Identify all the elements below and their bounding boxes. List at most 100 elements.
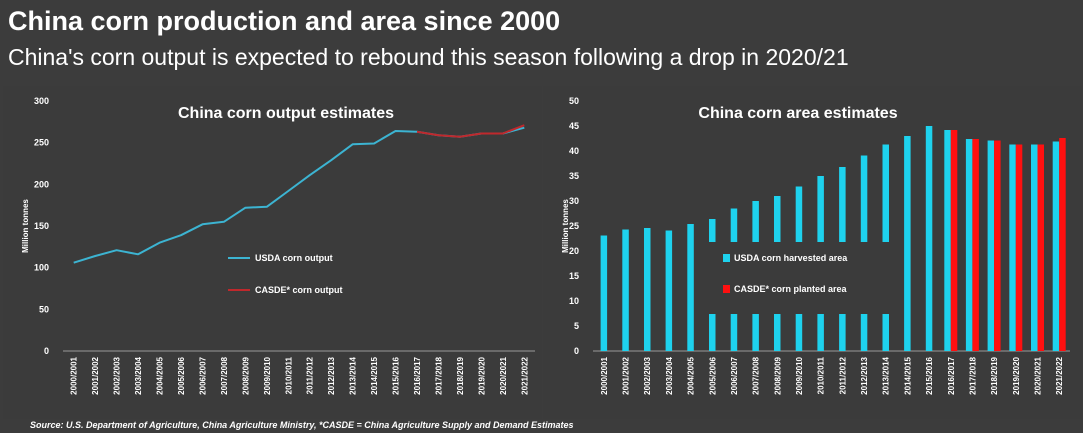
bar-casde	[1015, 144, 1023, 351]
legend-label: USDA corn harvested area	[734, 253, 848, 263]
x-tick-label: 2012/2013	[327, 356, 336, 394]
y-axis-label: Million tonnes	[561, 199, 570, 253]
bar-usda	[904, 136, 911, 351]
y-tick-label: 5	[574, 321, 579, 331]
bar-usda	[944, 130, 951, 351]
x-tick-label: 2017/2018	[968, 356, 977, 394]
x-tick-label: 2003/2004	[665, 356, 674, 394]
series-line-casde	[416, 124, 525, 138]
y-tick-label: 20	[569, 246, 579, 256]
x-tick-label: 2004/2005	[687, 356, 696, 394]
bar-casde	[972, 139, 979, 351]
x-tick-label: 2016/2017	[413, 356, 422, 394]
source-note: Source: U.S. Department of Agriculture, …	[30, 420, 574, 430]
y-tick-label: 100	[34, 263, 49, 273]
area-bar-chart: China corn area estimates Million tonnes 0…	[561, 96, 1070, 395]
x-tick-label: 2014/2015	[370, 356, 379, 394]
x-tick-label: 2015/2016	[925, 356, 934, 394]
x-tick-label: 2016/2017	[947, 356, 956, 394]
x-tick-label: 2011/2012	[306, 356, 315, 394]
y-tick-label: 45	[569, 121, 579, 131]
legend-swatch	[723, 285, 730, 293]
x-tick-label: 2019/2020	[477, 356, 486, 394]
bar-usda	[665, 230, 673, 351]
bar-usda	[925, 126, 933, 351]
bar-usda	[600, 235, 608, 351]
x-tick-label: 2001/2002	[91, 356, 100, 394]
series-line-usda	[73, 126, 525, 264]
x-tick-label: 2003/2004	[134, 356, 143, 394]
y-axis-label: Million tonnes	[21, 199, 30, 253]
bar-usda	[687, 224, 694, 351]
bar-usda	[644, 228, 651, 351]
chart-title: China corn area estimates	[698, 105, 897, 122]
x-tick-label: 2015/2016	[392, 356, 401, 394]
legend-label: CASDE* corn planted area	[734, 284, 848, 294]
area-chart-panel: China corn area estimates Million tonnes 0…	[543, 86, 1082, 419]
chart-title: China corn output estimates	[178, 105, 394, 122]
x-tick-label: 2019/2020	[1012, 356, 1021, 394]
x-tick-label: 2013/2014	[882, 356, 891, 394]
x-tick-label: 2005/2006	[708, 356, 717, 394]
x-tick-label: 2002/2003	[643, 356, 652, 394]
bar-casde	[1037, 144, 1044, 351]
x-tick-label: 2017/2018	[434, 356, 443, 394]
y-tick-label: 25	[569, 221, 579, 231]
x-tick-label: 2010/2011	[284, 356, 293, 394]
y-tick-label: 15	[569, 271, 579, 281]
x-tick-label: 2008/2009	[241, 356, 250, 394]
x-tick-label: 2018/2019	[456, 356, 465, 394]
x-tick-label: 2012/2013	[860, 356, 869, 394]
x-tick-label: 2002/2003	[113, 356, 122, 394]
y-tick-label: 50	[39, 304, 49, 314]
y-tick-label: 0	[574, 346, 579, 356]
bar-usda	[1052, 141, 1060, 351]
y-tick-label: 35	[569, 171, 579, 181]
y-tick-label: 200	[34, 179, 49, 189]
bar-usda	[965, 139, 973, 351]
x-tick-label: 2021/2022	[1055, 356, 1064, 394]
x-tick-label: 2020/2021	[499, 356, 508, 394]
x-tick-label: 2007/2008	[220, 356, 229, 394]
x-tick-label: 2008/2009	[773, 356, 782, 394]
x-tick-label: 2010/2011	[817, 356, 826, 394]
x-tick-label: 2009/2010	[795, 356, 804, 394]
legend-label: USDA corn output	[255, 253, 333, 263]
output-line-chart: China corn output estimates Million tonne…	[21, 96, 535, 395]
y-tick-label: 10	[569, 296, 579, 306]
x-tick-label: 2006/2007	[198, 356, 207, 394]
x-tick-label: 2005/2006	[177, 356, 186, 394]
y-tick-label: 0	[44, 346, 49, 356]
legend-box	[705, 242, 893, 314]
legend-swatch	[723, 254, 730, 262]
x-tick-label: 2020/2021	[1033, 356, 1042, 394]
bar-usda	[987, 140, 995, 351]
page-subtitle: China's corn output is expected to rebou…	[8, 44, 849, 70]
y-tick-label: 50	[569, 96, 579, 106]
output-chart-panel: China corn output estimates Million tonne…	[3, 86, 542, 419]
x-tick-label: 2021/2022	[520, 356, 529, 394]
bar-usda	[622, 229, 629, 351]
y-tick-label: 40	[569, 146, 579, 156]
y-tick-label: 250	[34, 138, 49, 148]
bar-usda	[1009, 144, 1016, 351]
bar-casde	[994, 140, 1001, 351]
x-tick-label: 2018/2019	[990, 356, 999, 394]
y-tick-label: 300	[34, 96, 49, 106]
x-tick-label: 2014/2015	[903, 356, 912, 394]
legend-label: CASDE* corn output	[255, 285, 343, 295]
x-tick-label: 2000/2001	[70, 356, 79, 394]
x-tick-label: 2013/2014	[349, 356, 358, 394]
x-tick-label: 2000/2001	[600, 356, 609, 394]
page-title: China corn production and area since 200…	[8, 6, 561, 36]
y-tick-label: 150	[34, 221, 49, 231]
x-tick-label: 2009/2010	[263, 356, 272, 394]
x-tick-label: 2011/2012	[838, 356, 847, 394]
x-tick-label: 2004/2005	[156, 356, 165, 394]
bar-casde	[950, 130, 958, 351]
bar-usda	[1031, 144, 1038, 351]
x-tick-label: 2006/2007	[730, 356, 739, 394]
x-tick-label: 2001/2002	[622, 356, 631, 394]
bar-casde	[1059, 138, 1066, 351]
y-tick-label: 30	[569, 196, 579, 206]
